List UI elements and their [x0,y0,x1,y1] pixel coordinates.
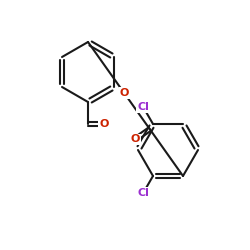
Text: Cl: Cl [137,188,149,198]
Text: Cl: Cl [137,102,149,112]
Text: O: O [120,88,129,98]
Text: O: O [99,119,109,129]
Text: O: O [130,134,140,144]
